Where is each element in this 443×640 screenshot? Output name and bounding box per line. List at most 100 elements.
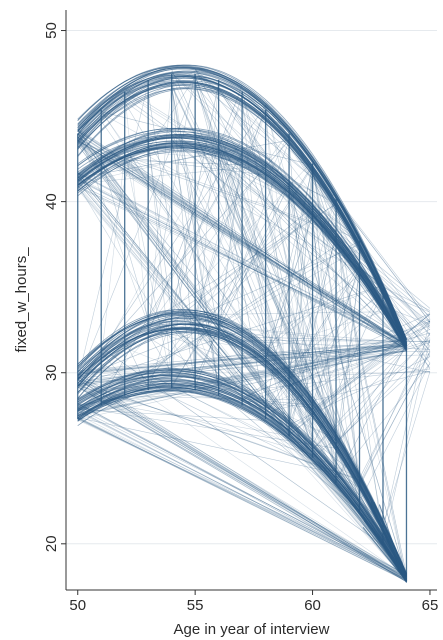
fitted-curve	[77, 149, 407, 352]
trajectory-line	[312, 313, 431, 412]
trajectory-line	[288, 188, 407, 578]
fitted-curve	[77, 131, 407, 344]
fitted-curve	[77, 323, 407, 580]
trajectory-line	[77, 385, 407, 576]
trajectory-line	[242, 398, 313, 406]
trajectory-line	[77, 386, 407, 579]
trajectory-line	[194, 106, 266, 314]
fitted-curve	[77, 328, 407, 582]
trajectory-line	[218, 154, 243, 336]
trajectory-line	[77, 379, 407, 579]
y-axis-label: fixed_w_hours_	[13, 247, 30, 353]
fitted-curve	[77, 313, 407, 576]
trajectory-line	[77, 411, 407, 579]
trajectory-line	[171, 150, 196, 380]
trajectory-line	[194, 145, 313, 447]
trajectory-line	[359, 340, 431, 479]
trajectory-line	[335, 239, 407, 581]
trajectory-line	[77, 418, 407, 582]
trajectory-line	[194, 210, 313, 313]
trajectory-line	[359, 333, 431, 484]
trajectory-line	[359, 362, 431, 502]
trajectory-line	[289, 350, 407, 374]
trajectory-line	[265, 354, 430, 359]
trajectory-line	[77, 417, 337, 474]
trajectory-line	[218, 149, 290, 372]
trajectory-line	[147, 112, 266, 321]
x-tick-label: 60	[304, 597, 321, 614]
fitted-curve	[77, 380, 407, 579]
trajectory-line	[218, 148, 243, 331]
fitted-curve	[77, 82, 407, 347]
fitted-curve	[77, 82, 407, 347]
fitted-curve	[77, 72, 407, 343]
trajectory-line	[77, 414, 407, 581]
fitted-curve	[77, 144, 407, 350]
fitted-curve	[77, 140, 407, 348]
trajectory-line	[77, 140, 290, 178]
fitted-curve	[77, 390, 407, 583]
fitted-curve	[77, 379, 407, 579]
trajectory-line	[335, 266, 360, 470]
trajectory-line	[335, 346, 407, 445]
trajectory-line	[171, 181, 290, 389]
fitted-curve	[77, 327, 407, 581]
y-tick-label: 30	[43, 364, 60, 381]
trajectory-line	[147, 211, 313, 379]
trajectory-line	[218, 146, 337, 435]
fitted-curve	[77, 380, 407, 579]
trajectory-line	[77, 409, 266, 421]
trajectory-line	[77, 378, 407, 582]
x-tick-label: 65	[422, 597, 439, 614]
trajectory-line	[370, 501, 407, 582]
trajectory-line	[265, 170, 337, 202]
trajectory-line	[101, 402, 290, 437]
trajectory-line	[363, 520, 407, 582]
trajectory-line	[171, 326, 384, 541]
fitted-curve	[77, 374, 407, 577]
trajectory-line	[77, 184, 196, 380]
trajectory-line	[218, 144, 243, 333]
fitted-curve	[77, 134, 407, 346]
fitted-curve	[77, 315, 407, 577]
trajectory-line	[124, 92, 196, 135]
trajectory-line	[77, 382, 407, 577]
trajectory-line	[147, 142, 172, 315]
trajectory-line	[77, 129, 149, 325]
trajectory-line	[378, 504, 407, 582]
trajectory-line	[288, 347, 407, 435]
trajectory-line	[77, 384, 407, 578]
trajectory-line	[382, 289, 431, 335]
trajectory-line	[171, 144, 290, 378]
trajectory-line	[77, 418, 407, 577]
trajectory-line	[335, 206, 360, 502]
trajectory-line	[241, 97, 266, 354]
trajectory-line	[382, 292, 431, 313]
fitted-curve	[77, 148, 407, 351]
trajectory-line	[171, 139, 384, 312]
fitted-curve	[77, 368, 407, 575]
trajectory-line	[362, 526, 407, 582]
trajectory-line	[312, 219, 337, 443]
trajectory-line	[312, 289, 384, 406]
fitted-curve	[77, 71, 407, 342]
trajectory-line	[335, 469, 360, 488]
fitted-curve	[77, 75, 407, 344]
x-tick-label: 50	[69, 597, 86, 614]
fitted-curve	[77, 88, 407, 349]
trajectory-line	[288, 370, 360, 513]
trajectory-line	[335, 234, 407, 576]
trajectory-line	[101, 160, 313, 389]
trajectory-line	[312, 217, 337, 439]
trajectory-line	[147, 135, 172, 380]
fitted-curve	[77, 133, 407, 345]
fitted-curve	[77, 84, 407, 348]
trajectory-line	[194, 327, 266, 415]
y-tick-label: 20	[43, 535, 60, 552]
fitted-curve	[77, 327, 407, 581]
trajectory-line	[312, 320, 431, 412]
trajectory-line	[359, 267, 431, 323]
trajectory-line	[101, 389, 360, 481]
trajectory-line	[241, 397, 407, 581]
